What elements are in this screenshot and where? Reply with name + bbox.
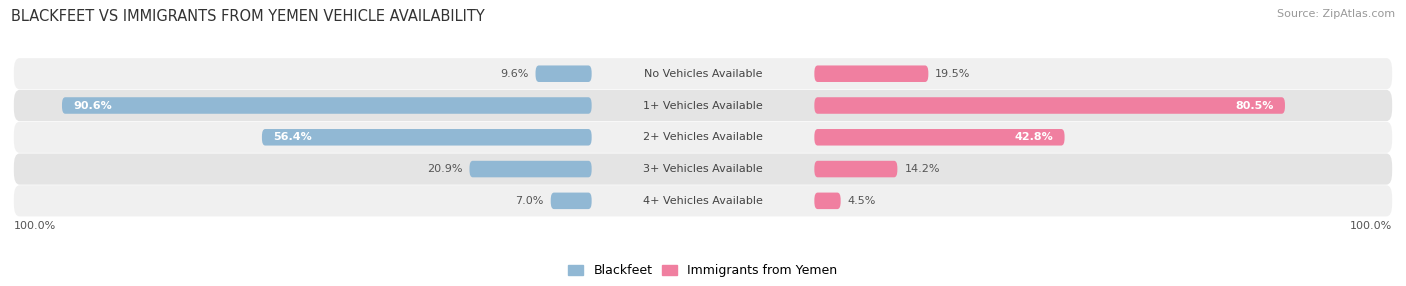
Text: 1+ Vehicles Available: 1+ Vehicles Available xyxy=(643,100,763,110)
Text: 100.0%: 100.0% xyxy=(1350,221,1392,231)
FancyBboxPatch shape xyxy=(14,90,1392,121)
Text: 56.4%: 56.4% xyxy=(273,132,312,142)
Text: 42.8%: 42.8% xyxy=(1015,132,1053,142)
Text: No Vehicles Available: No Vehicles Available xyxy=(644,69,762,79)
FancyBboxPatch shape xyxy=(14,58,1392,89)
Text: 90.6%: 90.6% xyxy=(73,100,112,110)
FancyBboxPatch shape xyxy=(62,97,592,114)
Text: Source: ZipAtlas.com: Source: ZipAtlas.com xyxy=(1277,9,1395,19)
Text: 4+ Vehicles Available: 4+ Vehicles Available xyxy=(643,196,763,206)
FancyBboxPatch shape xyxy=(14,154,1392,185)
FancyBboxPatch shape xyxy=(814,65,928,82)
Text: BLACKFEET VS IMMIGRANTS FROM YEMEN VEHICLE AVAILABILITY: BLACKFEET VS IMMIGRANTS FROM YEMEN VEHIC… xyxy=(11,9,485,23)
Text: 3+ Vehicles Available: 3+ Vehicles Available xyxy=(643,164,763,174)
Text: 100.0%: 100.0% xyxy=(14,221,56,231)
Text: 19.5%: 19.5% xyxy=(935,69,970,79)
FancyBboxPatch shape xyxy=(262,129,592,146)
FancyBboxPatch shape xyxy=(14,185,1392,217)
Text: 7.0%: 7.0% xyxy=(516,196,544,206)
Text: 14.2%: 14.2% xyxy=(904,164,939,174)
FancyBboxPatch shape xyxy=(814,161,897,177)
FancyBboxPatch shape xyxy=(536,65,592,82)
Legend: Blackfeet, Immigrants from Yemen: Blackfeet, Immigrants from Yemen xyxy=(564,259,842,282)
FancyBboxPatch shape xyxy=(470,161,592,177)
FancyBboxPatch shape xyxy=(14,122,1392,153)
FancyBboxPatch shape xyxy=(814,129,1064,146)
Text: 4.5%: 4.5% xyxy=(848,196,876,206)
Text: 80.5%: 80.5% xyxy=(1236,100,1274,110)
Text: 2+ Vehicles Available: 2+ Vehicles Available xyxy=(643,132,763,142)
FancyBboxPatch shape xyxy=(551,192,592,209)
Text: 20.9%: 20.9% xyxy=(427,164,463,174)
Text: 9.6%: 9.6% xyxy=(501,69,529,79)
FancyBboxPatch shape xyxy=(814,97,1285,114)
FancyBboxPatch shape xyxy=(814,192,841,209)
